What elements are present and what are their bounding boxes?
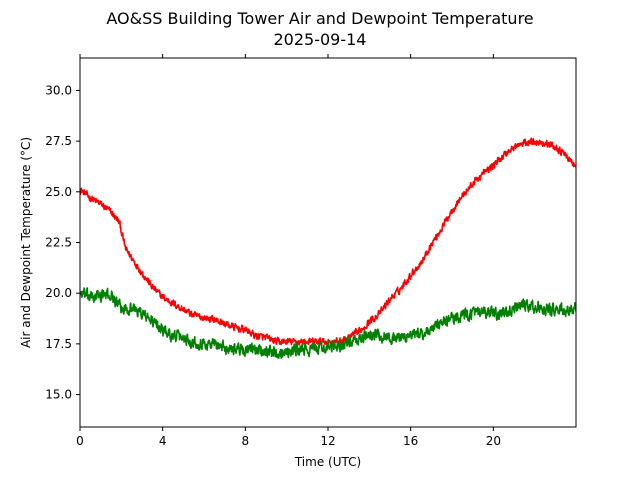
- x-axis-label: Time (UTC): [294, 455, 361, 469]
- x-tick-label: 16: [403, 434, 418, 448]
- y-tick-label: 17.5: [45, 337, 72, 351]
- dewpoint-temperature-line: [80, 287, 576, 359]
- x-tick-label: 20: [486, 434, 501, 448]
- y-tick-label: 20.0: [45, 286, 72, 300]
- x-tick-label: 0: [76, 434, 84, 448]
- y-tick-label: 27.5: [45, 134, 72, 148]
- x-tick-label: 12: [320, 434, 335, 448]
- plot-area-frame: [79, 57, 577, 428]
- y-tick-label: 25.0: [45, 185, 72, 199]
- chart-subtitle-date: 2025-09-14: [274, 30, 367, 49]
- y-tick-label: 30.0: [45, 83, 72, 97]
- x-tick-label: 8: [242, 434, 250, 448]
- x-tick-label: 4: [159, 434, 167, 448]
- chart-title: AO&SS Building Tower Air and Dewpoint Te…: [106, 9, 533, 28]
- axes-layer: 0 4 8 12 16 20 15.0 17.5 20.0 22.5 25.0 27.5 30.0: [45, 54, 501, 448]
- series-layer: [80, 137, 576, 359]
- y-axis-label: Air and Dewpoint Temperature (°C): [19, 137, 33, 348]
- y-tick-label: 15.0: [45, 388, 72, 402]
- y-tick-label: 22.5: [45, 236, 72, 250]
